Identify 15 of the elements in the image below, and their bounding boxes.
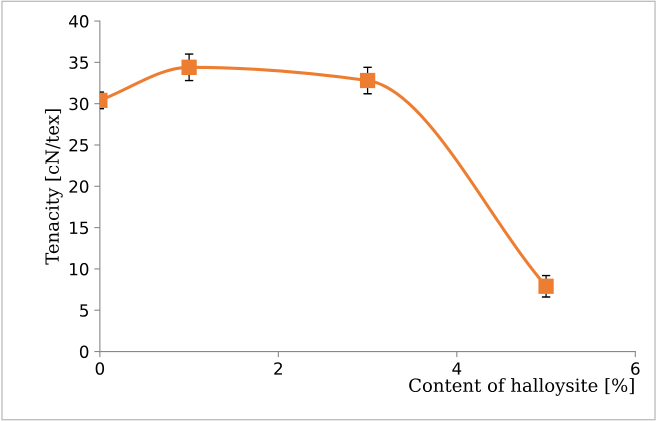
y-tick-label: 15 [70, 222, 88, 234]
x-tick-label: 6 [631, 362, 640, 375]
y-tick-label: 25 [69, 138, 88, 152]
y-axis-title: Tenacity [cN/tex] [44, 109, 63, 265]
x-axis-title: Content of halloysite [%] [409, 378, 634, 396]
x-tick-label: 4 [452, 362, 462, 375]
y-tick-label: 40 [69, 15, 88, 28]
y-tick-label: 35 [70, 56, 88, 69]
y-tick-label: 5 [80, 304, 88, 317]
y-tick-label: 30 [70, 98, 88, 110]
y-tick-label: 10 [70, 262, 88, 276]
y-tick-label: 0 [80, 345, 88, 358]
y-tick-label: 20 [69, 180, 88, 193]
x-tick-label: 0 [96, 362, 104, 375]
x-tick-label: 2 [274, 362, 282, 375]
